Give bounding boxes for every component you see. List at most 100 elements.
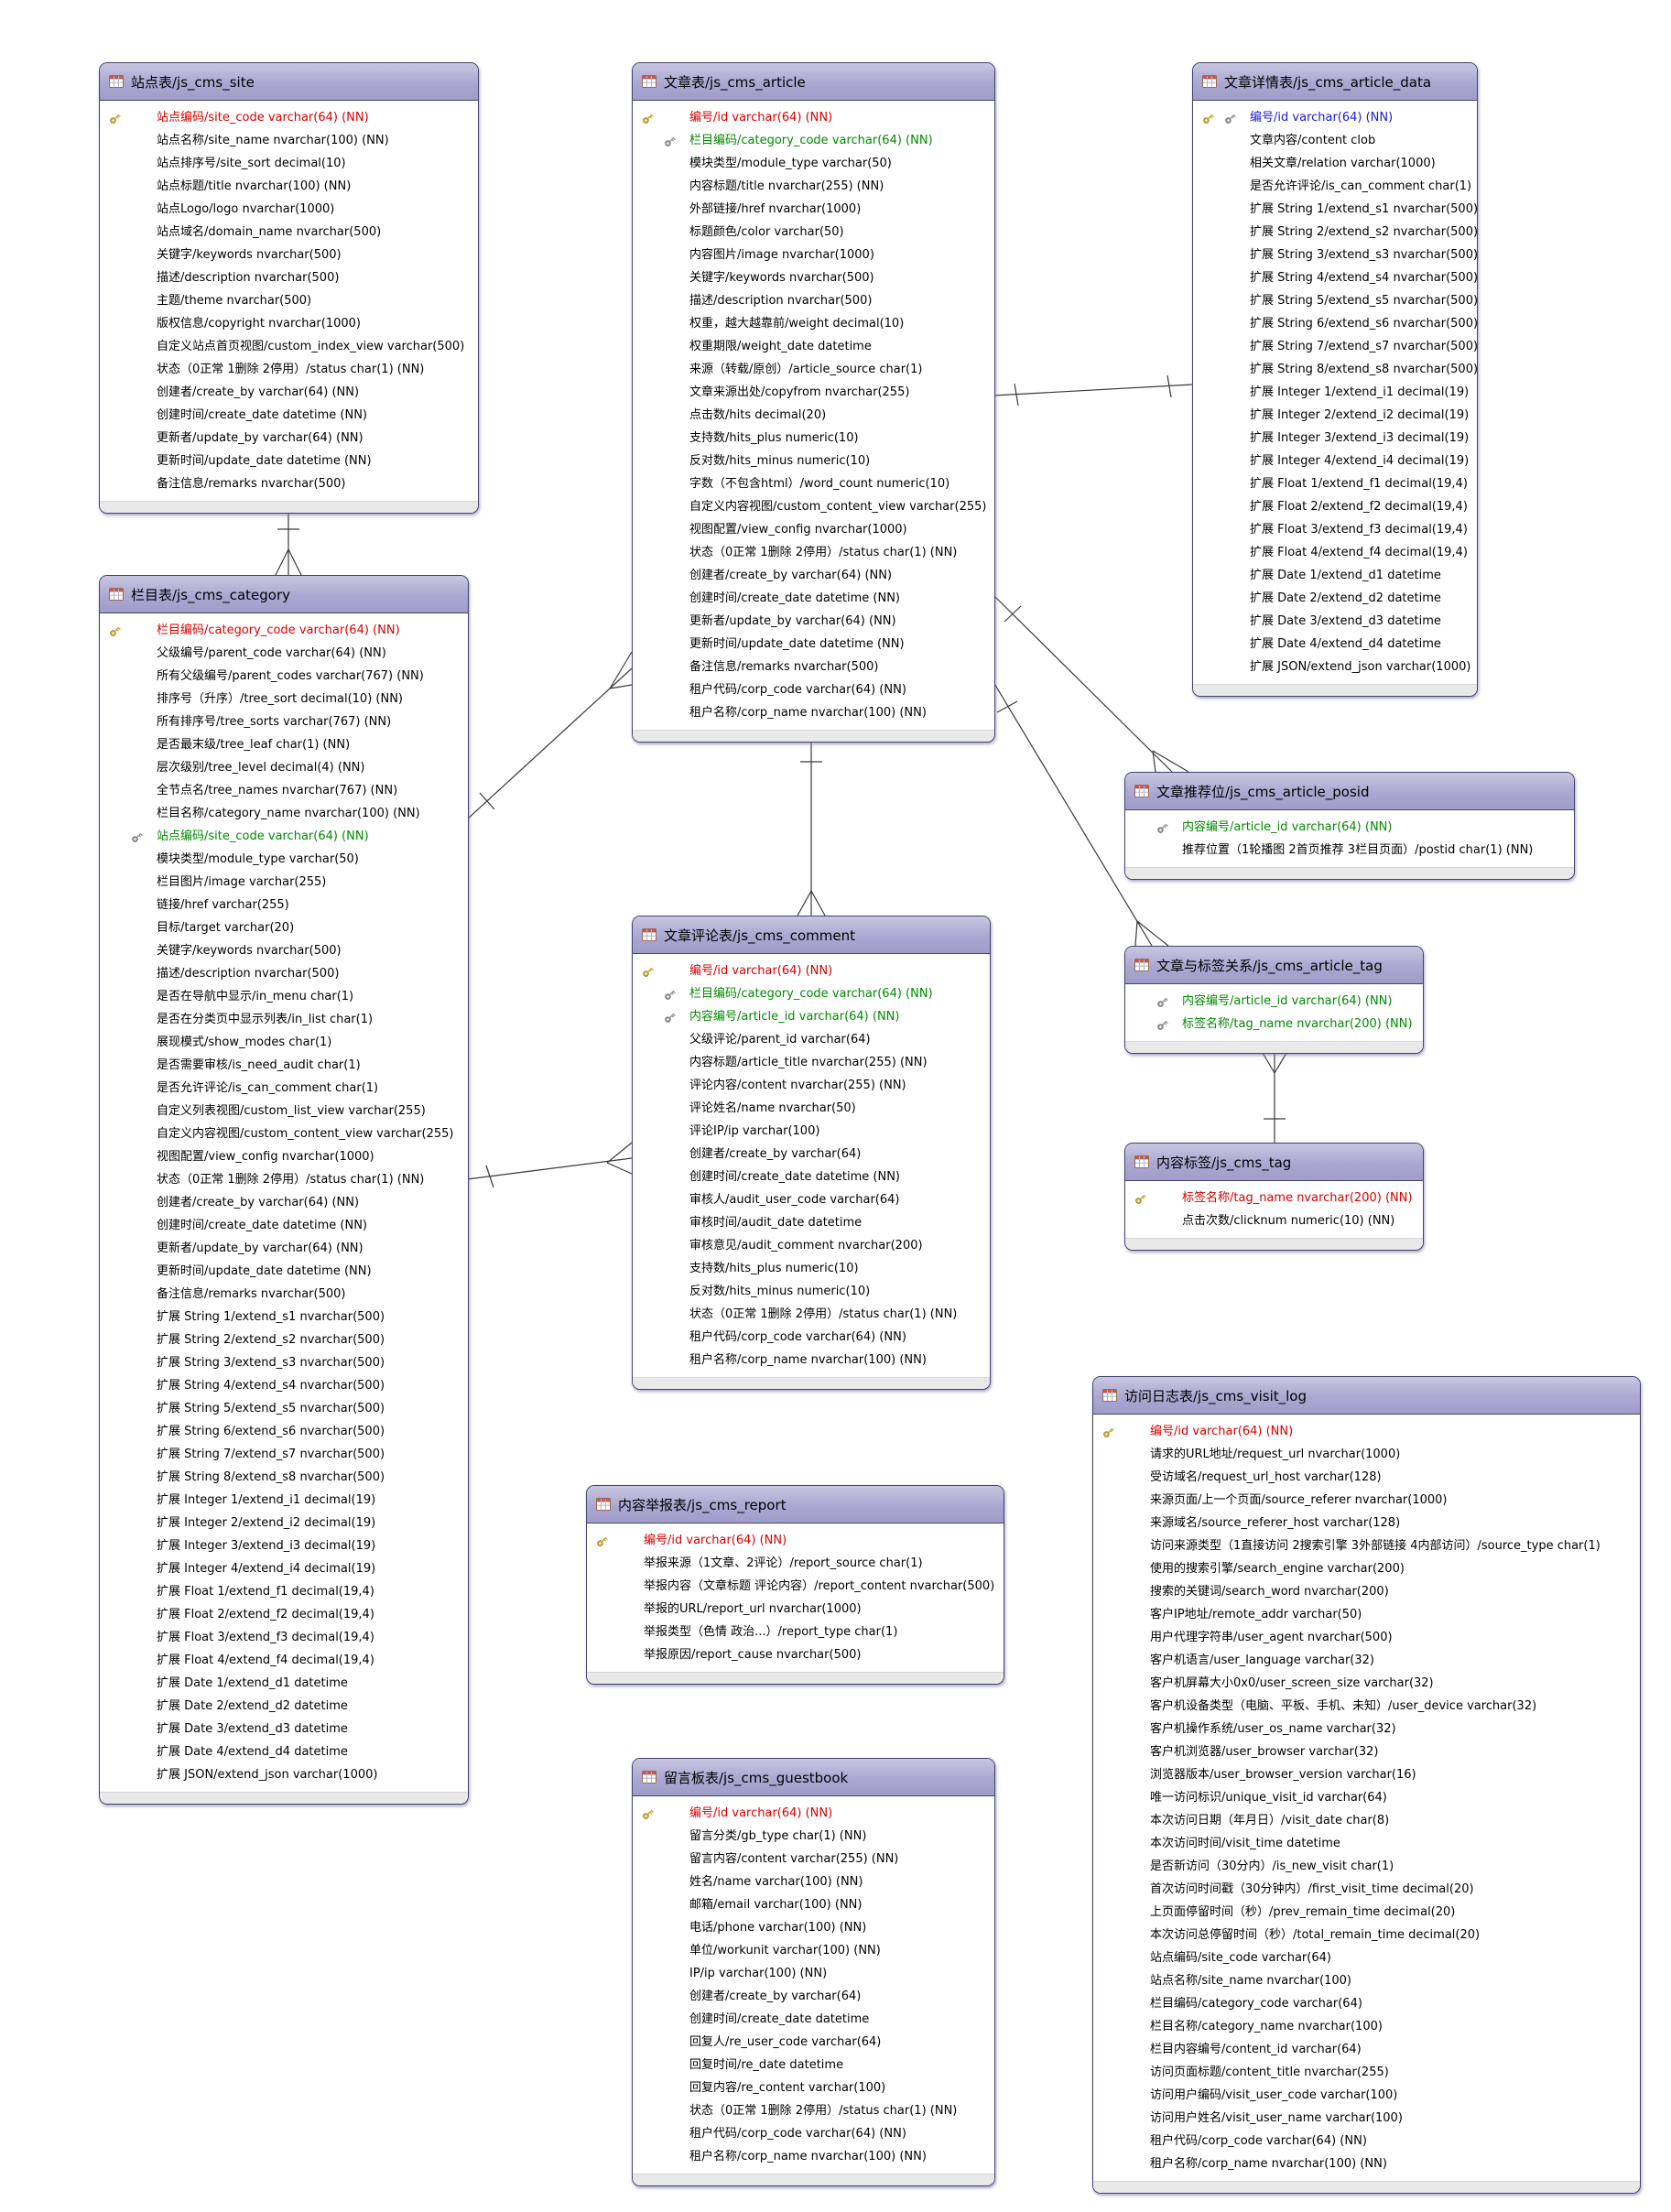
field-row[interactable]: 扩展 Date 1/extend_d1 datetime: [100, 1672, 468, 1695]
field-row[interactable]: 受访域名/request_url_host varchar(128): [1093, 1466, 1640, 1489]
field-row[interactable]: 扩展 Date 1/extend_d1 datetime: [1193, 564, 1477, 587]
field-row[interactable]: 创建时间/create_date datetime (NN): [633, 1166, 990, 1188]
field-row[interactable]: 审核意见/audit_comment nvarchar(200): [633, 1234, 990, 1257]
field-row[interactable]: 扩展 Date 3/extend_d3 datetime: [100, 1718, 468, 1740]
field-row[interactable]: 编号/id varchar(64) (NN): [633, 106, 994, 129]
field-row[interactable]: 租户代码/corp_code varchar(64) (NN): [633, 1326, 990, 1349]
field-row[interactable]: 举报来源（1文章、2评论）/report_source char(1): [587, 1552, 1004, 1575]
field-row[interactable]: 扩展 Date 4/extend_d4 datetime: [100, 1740, 468, 1763]
field-row[interactable]: 电话/phone varchar(100) (NN): [633, 1916, 994, 1939]
field-row[interactable]: 举报类型（色情 政治...）/report_type char(1): [587, 1621, 1004, 1643]
field-row[interactable]: 更新者/update_by varchar(64) (NN): [100, 427, 478, 450]
field-row[interactable]: 单位/workunit varchar(100) (NN): [633, 1939, 994, 1962]
field-row[interactable]: 站点编码/site_code varchar(64) (NN): [100, 106, 478, 129]
field-row[interactable]: 客户IP地址/remote_addr varchar(50): [1093, 1603, 1640, 1626]
field-row[interactable]: 租户代码/corp_code varchar(64) (NN): [633, 2122, 994, 2145]
field-row[interactable]: 唯一访问标识/unique_visit_id varchar(64): [1093, 1786, 1640, 1809]
field-row[interactable]: 文章来源出处/copyfrom nvarchar(255): [633, 381, 994, 404]
field-row[interactable]: 扩展 String 1/extend_s1 nvarchar(500): [100, 1306, 468, 1328]
field-row[interactable]: 租户名称/corp_name nvarchar(100) (NN): [633, 1349, 990, 1372]
field-row[interactable]: 支持数/hits_plus numeric(10): [633, 427, 994, 450]
field-row[interactable]: 评论内容/content nvarchar(255) (NN): [633, 1074, 990, 1097]
field-row[interactable]: 站点排序号/site_sort decimal(10): [100, 152, 478, 175]
field-row[interactable]: 更新者/update_by varchar(64) (NN): [100, 1237, 468, 1260]
field-row[interactable]: 备注信息/remarks nvarchar(500): [100, 472, 478, 495]
field-row[interactable]: 关键字/keywords nvarchar(500): [100, 244, 478, 266]
field-row[interactable]: 审核时间/audit_date datetime: [633, 1211, 990, 1234]
field-row[interactable]: 是否需要审核/is_need_audit char(1): [100, 1054, 468, 1077]
field-row[interactable]: 创建时间/create_date datetime (NN): [633, 587, 994, 610]
field-row[interactable]: 扩展 Integer 1/extend_i1 decimal(19): [100, 1489, 468, 1512]
entity-header[interactable]: 文章表/js_cms_article: [633, 63, 994, 101]
field-row[interactable]: 外部链接/href nvarchar(1000): [633, 198, 994, 221]
field-row[interactable]: 视图配置/view_config nvarchar(1000): [633, 518, 994, 541]
field-row[interactable]: 栏目编码/category_code varchar(64): [1093, 1992, 1640, 2015]
field-row[interactable]: IP/ip varchar(100) (NN): [633, 1962, 994, 1985]
entity-header[interactable]: 内容举报表/js_cms_report: [587, 1486, 1004, 1523]
entity-js_cms_article[interactable]: 文章表/js_cms_article 编号/id varchar(64) (NN)…: [632, 62, 995, 743]
field-row[interactable]: 扩展 Date 2/extend_d2 datetime: [100, 1695, 468, 1718]
field-row[interactable]: 是否在分类页中显示列表/in_list char(1): [100, 1008, 468, 1031]
field-row[interactable]: 扩展 Float 4/extend_f4 decimal(19,4): [1193, 541, 1477, 564]
field-row[interactable]: 描述/description nvarchar(500): [633, 289, 994, 312]
field-row[interactable]: 审核人/audit_user_code varchar(64): [633, 1188, 990, 1211]
field-row[interactable]: 客户机屏幕大小0x0/user_screen_size varchar(32): [1093, 1672, 1640, 1695]
field-row[interactable]: 标签名称/tag_name nvarchar(200) (NN): [1125, 1013, 1423, 1036]
field-row[interactable]: 链接/href varchar(255): [100, 894, 468, 916]
field-row[interactable]: 栏目编码/category_code varchar(64) (NN): [100, 619, 468, 642]
field-row[interactable]: 请求的URL地址/request_url nvarchar(1000): [1093, 1443, 1640, 1466]
field-row[interactable]: 扩展 String 6/extend_s6 nvarchar(500): [100, 1420, 468, 1443]
field-row[interactable]: 内容标题/article_title nvarchar(255) (NN): [633, 1051, 990, 1074]
field-row[interactable]: 站点标题/title nvarchar(100) (NN): [100, 175, 478, 198]
field-row[interactable]: 扩展 Date 4/extend_d4 datetime: [1193, 633, 1477, 656]
field-row[interactable]: 自定义内容视图/custom_content_view varchar(255): [100, 1122, 468, 1145]
field-row[interactable]: 所有父级编号/parent_codes varchar(767) (NN): [100, 665, 468, 688]
field-row[interactable]: 租户名称/corp_name nvarchar(100) (NN): [633, 701, 994, 724]
field-row[interactable]: 本次访问总停留时间（秒）/total_remain_time decimal(2…: [1093, 1924, 1640, 1946]
field-row[interactable]: 所有排序号/tree_sorts varchar(767) (NN): [100, 710, 468, 733]
field-row[interactable]: 描述/description nvarchar(500): [100, 266, 478, 289]
field-row[interactable]: 是否最末级/tree_leaf char(1) (NN): [100, 733, 468, 756]
field-row[interactable]: 状态（0正常 1删除 2停用）/status char(1) (NN): [100, 1168, 468, 1191]
field-row[interactable]: 支持数/hits_plus numeric(10): [633, 1257, 990, 1280]
field-row[interactable]: 创建时间/create_date datetime (NN): [100, 1214, 468, 1237]
field-row[interactable]: 扩展 String 2/extend_s2 nvarchar(500): [100, 1328, 468, 1351]
entity-header[interactable]: 文章推荐位/js_cms_article_posid: [1125, 773, 1574, 810]
entity-header[interactable]: 访问日志表/js_cms_visit_log: [1093, 1377, 1640, 1415]
field-row[interactable]: 站点编码/site_code varchar(64) (NN): [100, 825, 468, 848]
entity-header[interactable]: 站点表/js_cms_site: [100, 63, 478, 101]
field-row[interactable]: 编号/id varchar(64) (NN): [633, 960, 990, 982]
relation-js_cms_tag-js_cms_article_tag[interactable]: [1259, 1047, 1290, 1143]
field-row[interactable]: 客户机设备类型（电脑、平板、手机、未知）/user_device varchar…: [1093, 1695, 1640, 1718]
field-row[interactable]: 更新时间/update_date datetime (NN): [100, 1260, 468, 1283]
field-row[interactable]: 模块类型/module_type varchar(50): [633, 152, 994, 175]
field-row[interactable]: 扩展 Date 3/extend_d3 datetime: [1193, 610, 1477, 633]
field-row[interactable]: 排序号（升序）/tree_sort decimal(10) (NN): [100, 688, 468, 710]
field-row[interactable]: 创建时间/create_date datetime: [633, 2008, 994, 2031]
field-row[interactable]: 回复内容/re_content varchar(100): [633, 2076, 994, 2099]
field-row[interactable]: 扩展 Integer 1/extend_i1 decimal(19): [1193, 381, 1477, 404]
field-row[interactable]: 全节点名/tree_names nvarchar(767) (NN): [100, 779, 468, 802]
field-row[interactable]: 扩展 Integer 3/extend_i3 decimal(19): [1193, 427, 1477, 450]
field-row[interactable]: 内容图片/image nvarchar(1000): [633, 244, 994, 266]
entity-header[interactable]: 文章与标签关系/js_cms_article_tag: [1125, 947, 1423, 984]
field-row[interactable]: 站点名称/site_name nvarchar(100): [1093, 1969, 1640, 1992]
relation-js_cms_site-js_cms_category[interactable]: [275, 508, 302, 576]
field-row[interactable]: 扩展 Integer 2/extend_i2 decimal(19): [100, 1512, 468, 1534]
field-row[interactable]: 描述/description nvarchar(500): [100, 962, 468, 985]
field-row[interactable]: 自定义列表视图/custom_list_view varchar(255): [100, 1100, 468, 1122]
field-row[interactable]: 内容编号/article_id varchar(64) (NN): [1125, 816, 1574, 839]
field-row[interactable]: 模块类型/module_type varchar(50): [100, 848, 468, 871]
relation-js_cms_article-js_cms_article_tag[interactable]: [993, 681, 1169, 947]
field-row[interactable]: 扩展 String 8/extend_s8 nvarchar(500): [100, 1466, 468, 1489]
field-row[interactable]: 租户代码/corp_code varchar(64) (NN): [1093, 2130, 1640, 2152]
field-row[interactable]: 扩展 Float 1/extend_f1 decimal(19,4): [100, 1580, 468, 1603]
relation-js_cms_article-js_cms_comment[interactable]: [797, 737, 826, 916]
field-row[interactable]: 扩展 String 5/extend_s5 nvarchar(500): [1193, 289, 1478, 312]
field-row[interactable]: 扩展 String 7/extend_s7 nvarchar(500): [1193, 335, 1478, 358]
field-row[interactable]: 租户名称/corp_name nvarchar(100) (NN): [633, 2145, 994, 2168]
field-row[interactable]: 创建时间/create_date datetime (NN): [100, 404, 478, 427]
field-row[interactable]: 点击数/hits decimal(20): [633, 404, 994, 427]
field-row[interactable]: 访问用户姓名/visit_user_name varchar(100): [1093, 2107, 1640, 2130]
field-row[interactable]: 评论IP/ip varchar(100): [633, 1120, 990, 1143]
